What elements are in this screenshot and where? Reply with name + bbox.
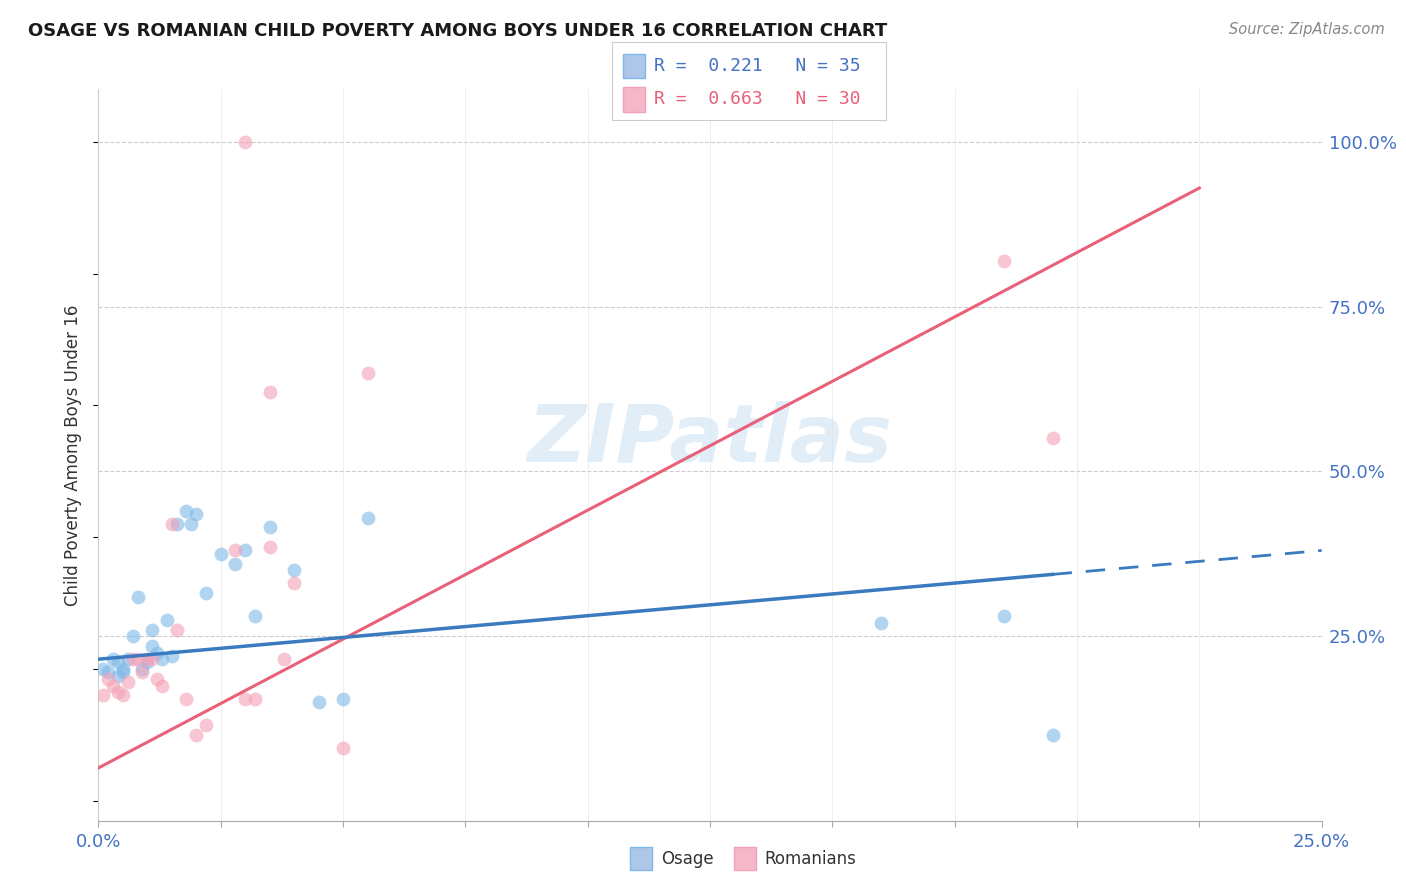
Text: Romanians: Romanians: [765, 849, 856, 868]
Text: R =  0.221   N = 35: R = 0.221 N = 35: [654, 57, 860, 75]
Y-axis label: Child Poverty Among Boys Under 16: Child Poverty Among Boys Under 16: [65, 304, 83, 606]
Text: OSAGE VS ROMANIAN CHILD POVERTY AMONG BOYS UNDER 16 CORRELATION CHART: OSAGE VS ROMANIAN CHILD POVERTY AMONG BO…: [28, 22, 887, 40]
Text: ZIPatlas: ZIPatlas: [527, 401, 893, 479]
Text: Osage: Osage: [661, 849, 713, 868]
Text: R =  0.663   N = 30: R = 0.663 N = 30: [654, 90, 860, 108]
Text: Source: ZipAtlas.com: Source: ZipAtlas.com: [1229, 22, 1385, 37]
